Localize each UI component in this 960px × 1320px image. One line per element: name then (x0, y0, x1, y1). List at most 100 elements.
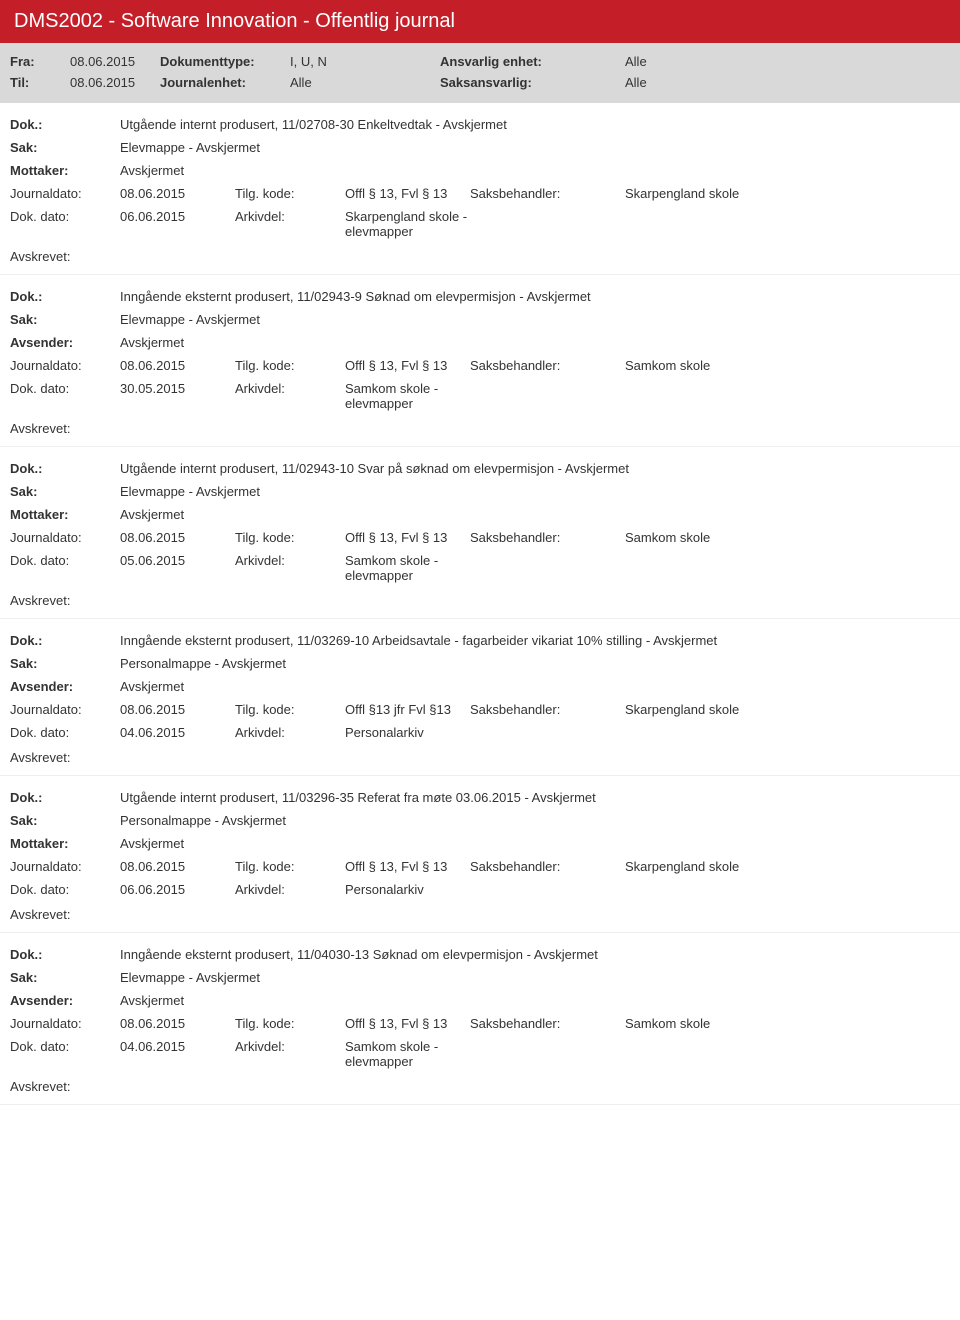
saksbehandler-value: Skarpengland skole (625, 859, 950, 874)
arkivdel-label: Arkivdel: (235, 381, 345, 396)
dokdato-label: Dok. dato: (10, 209, 120, 224)
sak-value: Elevmappe - Avskjermet (120, 484, 950, 499)
dok-label: Dok.: (10, 633, 120, 648)
dokdato-value: 06.06.2015 (120, 209, 235, 224)
dok-label: Dok.: (10, 947, 120, 962)
dokdato-value: 06.06.2015 (120, 882, 235, 897)
avskrevet-label: Avskrevet: (10, 593, 70, 608)
fra-value: 08.06.2015 (70, 54, 160, 69)
avskrevet-label: Avskrevet: (10, 421, 70, 436)
journaldato-label: Journaldato: (10, 1016, 120, 1031)
tilgkode-label: Tilg. kode: (235, 859, 345, 874)
arkivdel-value: Samkom skole - elevmapper (345, 381, 470, 411)
journaldato-value: 08.06.2015 (120, 358, 235, 373)
saksbehandler-value: Skarpengland skole (625, 186, 950, 201)
filter-row-2: Til: 08.06.2015 Journalenhet: Alle Saksa… (10, 72, 950, 93)
tilgkode-label: Tilg. kode: (235, 530, 345, 545)
journaldato-label: Journaldato: (10, 358, 120, 373)
dok-label: Dok.: (10, 790, 120, 805)
arkivdel-value: Samkom skole - elevmapper (345, 1039, 470, 1069)
journal-entry: Dok.: Inngående eksternt produsert, 11/0… (0, 933, 960, 1105)
sak-label: Sak: (10, 970, 120, 985)
sak-label: Sak: (10, 312, 120, 327)
journaldato-label: Journaldato: (10, 186, 120, 201)
tilgkode-value: Offl § 13, Fvl § 13 (345, 358, 470, 373)
arkivdel-label: Arkivdel: (235, 882, 345, 897)
party-label: Avsender: (10, 993, 120, 1008)
doktype-value: I, U, N (290, 54, 440, 69)
party-value: Avskjermet (120, 507, 950, 522)
avskrevet-label: Avskrevet: (10, 249, 70, 264)
party-label: Mottaker: (10, 836, 120, 851)
fra-label: Fra: (10, 54, 70, 69)
sak-label: Sak: (10, 813, 120, 828)
party-label: Mottaker: (10, 507, 120, 522)
saksbehandler-label: Saksbehandler: (470, 702, 625, 717)
journaldato-value: 08.06.2015 (120, 186, 235, 201)
dokdato-value: 30.05.2015 (120, 381, 235, 396)
dokdato-value: 05.06.2015 (120, 553, 235, 568)
dok-value: Inngående eksternt produsert, 11/04030-1… (120, 947, 950, 962)
party-value: Avskjermet (120, 679, 950, 694)
tilgkode-value: Offl § 13, Fvl § 13 (345, 186, 470, 201)
tilgkode-value: Offl § 13, Fvl § 13 (345, 530, 470, 545)
tilgkode-value: Offl §13 jfr Fvl §13 (345, 702, 470, 717)
entries-container: Dok.: Utgående internt produsert, 11/027… (0, 103, 960, 1105)
dok-label: Dok.: (10, 117, 120, 132)
dokdato-value: 04.06.2015 (120, 725, 235, 740)
arkivdel-label: Arkivdel: (235, 1039, 345, 1054)
party-value: Avskjermet (120, 836, 950, 851)
tilgkode-label: Tilg. kode: (235, 702, 345, 717)
dok-value: Inngående eksternt produsert, 11/02943-9… (120, 289, 950, 304)
journaldato-label: Journaldato: (10, 702, 120, 717)
journal-entry: Dok.: Inngående eksternt produsert, 11/0… (0, 275, 960, 447)
sak-value: Personalmappe - Avskjermet (120, 813, 950, 828)
dokdato-label: Dok. dato: (10, 553, 120, 568)
filter-row-1: Fra: 08.06.2015 Dokumenttype: I, U, N An… (10, 51, 950, 72)
party-value: Avskjermet (120, 993, 950, 1008)
sak-value: Personalmappe - Avskjermet (120, 656, 950, 671)
arkivdel-label: Arkivdel: (235, 209, 345, 224)
dokdato-label: Dok. dato: (10, 1039, 120, 1054)
ansvarlig-value: Alle (625, 54, 647, 69)
dok-value: Utgående internt produsert, 11/03296-35 … (120, 790, 950, 805)
sak-label: Sak: (10, 656, 120, 671)
tilgkode-label: Tilg. kode: (235, 186, 345, 201)
party-label: Avsender: (10, 335, 120, 350)
saksansvarlig-label: Saksansvarlig: (440, 75, 625, 90)
dok-label: Dok.: (10, 289, 120, 304)
sak-value: Elevmappe - Avskjermet (120, 312, 950, 327)
journalenhet-value: Alle (290, 75, 440, 90)
arkivdel-label: Arkivdel: (235, 553, 345, 568)
saksansvarlig-value: Alle (625, 75, 647, 90)
party-label: Avsender: (10, 679, 120, 694)
journaldato-label: Journaldato: (10, 859, 120, 874)
til-value: 08.06.2015 (70, 75, 160, 90)
tilgkode-value: Offl § 13, Fvl § 13 (345, 1016, 470, 1031)
dokdato-label: Dok. dato: (10, 725, 120, 740)
journaldato-value: 08.06.2015 (120, 702, 235, 717)
tilgkode-value: Offl § 13, Fvl § 13 (345, 859, 470, 874)
saksbehandler-value: Samkom skole (625, 358, 950, 373)
sak-value: Elevmappe - Avskjermet (120, 140, 950, 155)
arkivdel-value: Skarpengland skole - elevmapper (345, 209, 470, 239)
journaldato-value: 08.06.2015 (120, 530, 235, 545)
til-label: Til: (10, 75, 70, 90)
dokdato-label: Dok. dato: (10, 882, 120, 897)
journal-entry: Dok.: Inngående eksternt produsert, 11/0… (0, 619, 960, 776)
journal-entry: Dok.: Utgående internt produsert, 11/032… (0, 776, 960, 933)
arkivdel-value: Samkom skole - elevmapper (345, 553, 470, 583)
party-value: Avskjermet (120, 163, 950, 178)
journaldato-value: 08.06.2015 (120, 859, 235, 874)
saksbehandler-label: Saksbehandler: (470, 859, 625, 874)
party-label: Mottaker: (10, 163, 120, 178)
dok-value: Utgående internt produsert, 11/02708-30 … (120, 117, 950, 132)
arkivdel-label: Arkivdel: (235, 725, 345, 740)
journalenhet-label: Journalenhet: (160, 75, 290, 90)
journal-entry: Dok.: Utgående internt produsert, 11/029… (0, 447, 960, 619)
arkivdel-value: Personalarkiv (345, 882, 470, 897)
page-title: DMS2002 - Software Innovation - Offentli… (14, 10, 455, 32)
saksbehandler-value: Samkom skole (625, 530, 950, 545)
page-header: DMS2002 - Software Innovation - Offentli… (0, 0, 960, 43)
ansvarlig-label: Ansvarlig enhet: (440, 54, 625, 69)
